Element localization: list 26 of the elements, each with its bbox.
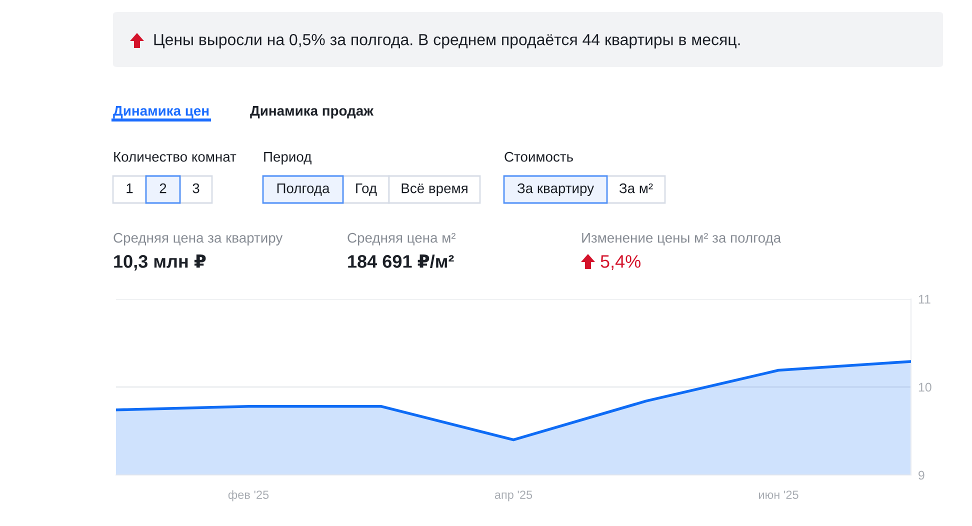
text: 3 bbox=[192, 183, 200, 194]
text: 2 bbox=[160, 183, 166, 194]
text: 1 bbox=[126, 184, 133, 194]
text: 10,3 млн ₽ bbox=[114, 254, 206, 270]
text: Полгода bbox=[277, 184, 330, 196]
text: За м² bbox=[619, 183, 653, 194]
text: За квартиру bbox=[517, 183, 594, 196]
text: Динамика цен bbox=[113, 106, 209, 118]
y-tick-label: 9 bbox=[918, 470, 924, 480]
text: 184 691 ₽/м² bbox=[348, 254, 454, 268]
x-tick-label: июн '25 bbox=[759, 490, 798, 499]
text: Стоимость bbox=[504, 152, 573, 162]
text: Средняя цена за квартиру bbox=[114, 232, 283, 246]
text: Средняя цена м² bbox=[348, 232, 456, 246]
y-tick-label: 10 bbox=[918, 382, 932, 392]
text: Всё время bbox=[402, 184, 468, 196]
x-tick-label: фев '25 bbox=[228, 490, 269, 502]
text: Период bbox=[264, 152, 312, 164]
text: 5,4% bbox=[600, 255, 641, 270]
chart-title: Цены выросли на 0,5% за полгода. В среднем продаётся 44 квартиры в месяц. bbox=[154, 34, 740, 48]
text: Год bbox=[356, 184, 377, 196]
x-tick-label: апр '25 bbox=[494, 490, 532, 502]
text: Изменение цены м² за полгода bbox=[582, 232, 782, 246]
text: Динамика продаж bbox=[250, 106, 374, 118]
text: Количество комнат bbox=[114, 152, 236, 162]
y-tick-label: 11 bbox=[918, 294, 930, 304]
